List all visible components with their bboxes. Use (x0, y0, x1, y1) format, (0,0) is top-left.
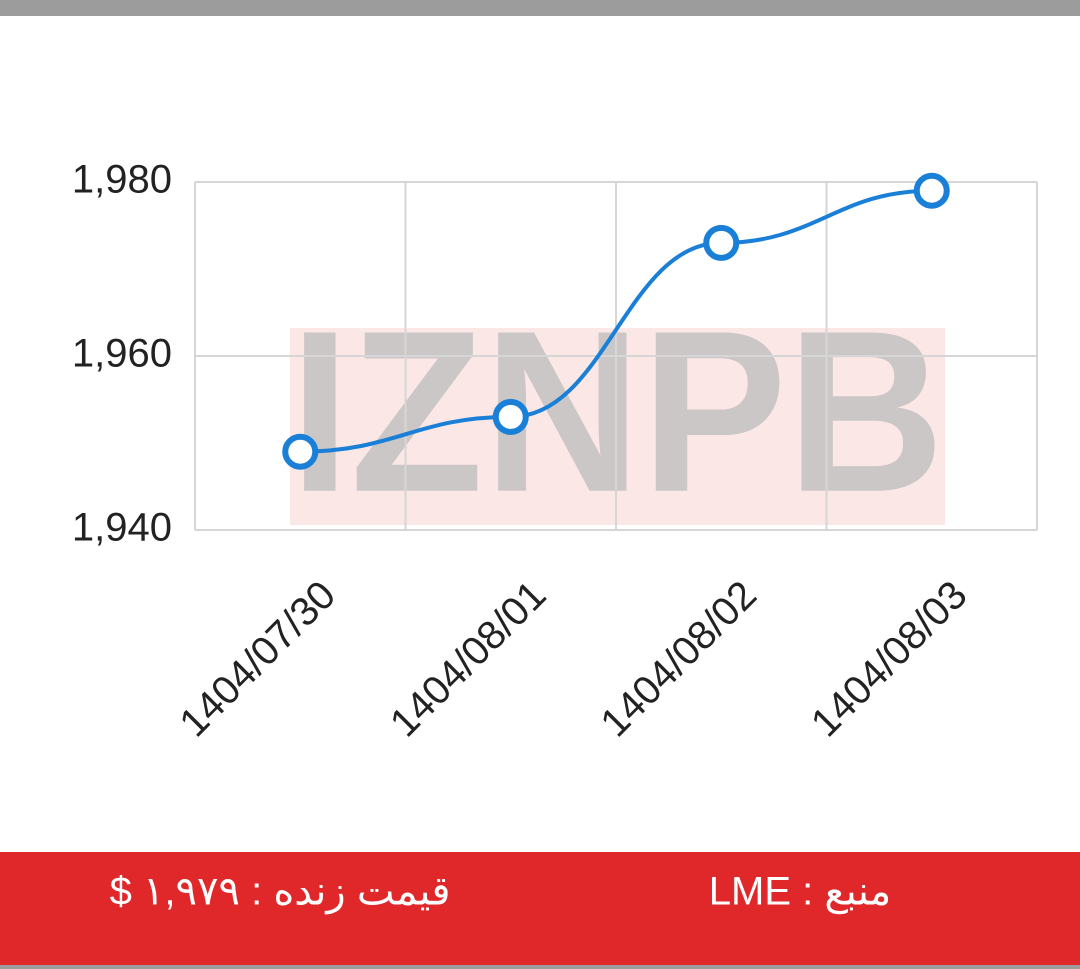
source: منبع : LME (709, 870, 891, 915)
x-tick-label: 1404/08/03 (803, 573, 976, 746)
bottom-bar (0, 965, 1080, 969)
line (300, 188, 932, 454)
x-tick-label: 1404/07/30 (171, 573, 344, 746)
live-price: قیمت زنده : ۱,۹۷۹ $ (110, 870, 451, 915)
x-tick-label: 1404/08/02 (592, 573, 765, 746)
point (913, 172, 950, 209)
watermark-band (290, 328, 945, 525)
point (703, 224, 740, 261)
y-tick-label: 1,960 (72, 332, 172, 376)
point (282, 433, 319, 470)
x-tick-label: 1404/08/01 (382, 573, 555, 746)
y-tick-label: 1,980 (72, 158, 172, 202)
point (492, 398, 529, 435)
top-bar (0, 0, 1080, 16)
y-tick-label: 1,940 (72, 506, 172, 550)
footer-bar (0, 852, 1080, 965)
